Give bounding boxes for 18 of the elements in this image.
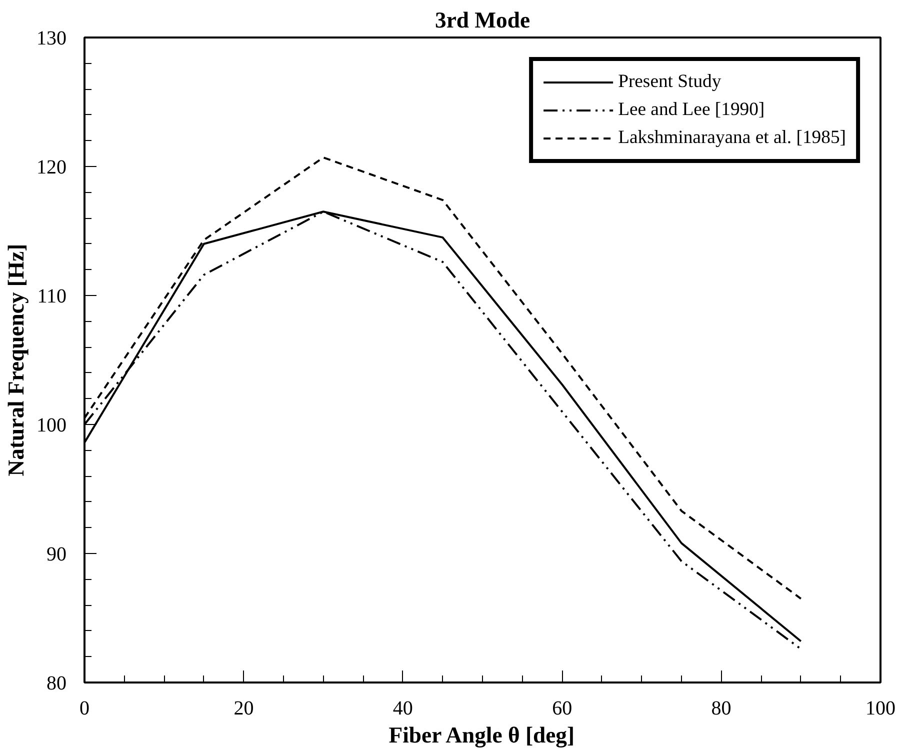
x-tick-label: 100 [866, 698, 896, 720]
legend-label: Present Study [618, 71, 722, 93]
legend-label: Lee and Lee [1990] [618, 99, 765, 121]
legend-label: Lakshminarayana et al. [1985] [618, 127, 846, 149]
x-tick-label: 20 [234, 698, 254, 720]
y-tick-label: 110 [37, 286, 67, 308]
chart-title: 3rd Mode [434, 8, 530, 32]
y-tick-label: 90 [46, 544, 66, 566]
x-tick-label: 0 [80, 698, 90, 720]
y-tick-label: 130 [36, 28, 66, 50]
y-axis-title: Natural Frequency [Hz] [4, 244, 28, 476]
x-tick-label: 40 [392, 698, 413, 720]
x-axis-title: Fiber Angle θ [deg] [388, 722, 575, 748]
y-tick-label: 80 [46, 672, 66, 694]
x-tick-label: 60 [552, 698, 572, 720]
y-tick-label: 120 [36, 156, 66, 178]
y-tick-label: 100 [36, 414, 66, 436]
x-tick-label: 80 [711, 698, 732, 720]
